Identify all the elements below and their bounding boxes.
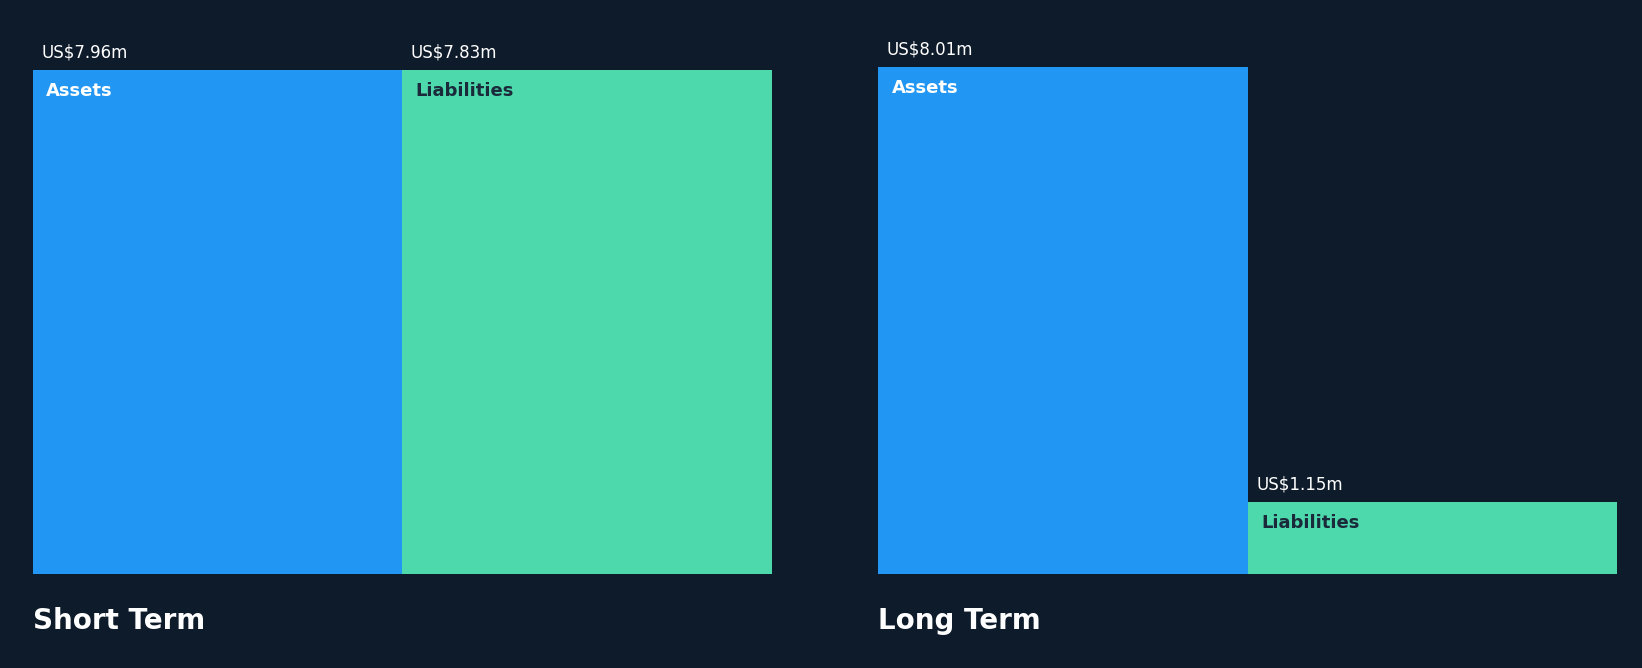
Text: US$8.01m: US$8.01m	[887, 41, 974, 59]
Bar	[878, 67, 1248, 574]
Text: Assets: Assets	[892, 79, 959, 97]
Text: Short Term: Short Term	[33, 607, 205, 635]
Bar	[33, 70, 402, 574]
Text: US$7.83m: US$7.83m	[410, 44, 498, 62]
Text: Liabilities: Liabilities	[1261, 514, 1360, 532]
Bar	[402, 70, 772, 574]
Bar	[1248, 502, 1617, 574]
Text: Liabilities: Liabilities	[415, 82, 514, 100]
Text: Long Term: Long Term	[878, 607, 1041, 635]
Text: US$7.96m: US$7.96m	[41, 44, 128, 62]
Text: US$1.15m: US$1.15m	[1256, 476, 1343, 494]
Text: Assets: Assets	[46, 82, 113, 100]
